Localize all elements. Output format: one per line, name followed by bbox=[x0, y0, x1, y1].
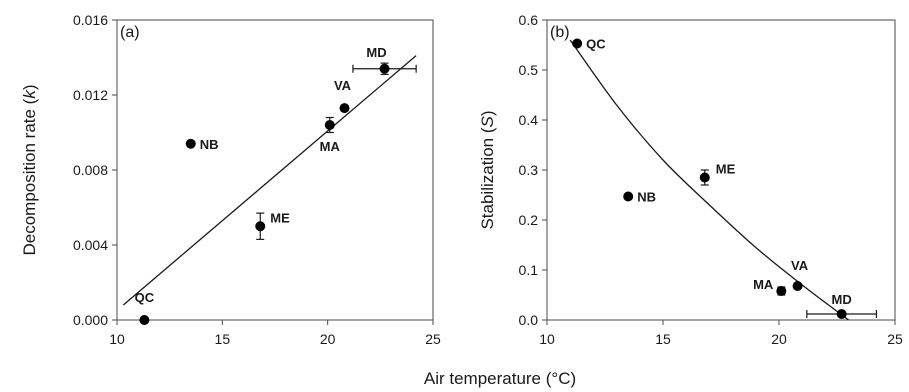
panel-a-x-tick-label: 10 bbox=[109, 331, 125, 347]
panel-b-y-tick-label: 0.0 bbox=[519, 312, 539, 328]
panel-a-x-tick-label: 15 bbox=[215, 331, 231, 347]
panel-b-x-tick-label: 20 bbox=[771, 331, 787, 347]
panel-b-y-tick-label: 0.4 bbox=[519, 112, 539, 128]
panel-b-data-point-va bbox=[793, 281, 803, 291]
panel-a: 10 15 20 25 0.000 0.004 0.008 0.012 0.016 Decompo… bbox=[20, 12, 441, 347]
panel-a-data-point-va bbox=[340, 103, 350, 113]
panel-b-data-point-qc bbox=[572, 39, 582, 49]
panel-b-y-axis-label: Stabilization (S) bbox=[478, 110, 497, 229]
panel-a-point-label-ma: MA bbox=[320, 139, 341, 154]
panel-b-y-tick-label: 0.6 bbox=[519, 12, 539, 28]
panel-a-data-point-me bbox=[255, 221, 265, 231]
panel-b-point-label-me: ME bbox=[716, 162, 736, 177]
panel-b-y-tick-label: 0.5 bbox=[519, 62, 539, 78]
panel-b-point-label-md: MD bbox=[832, 292, 852, 307]
panel-b-trendline bbox=[570, 40, 848, 320]
panel-a-x-tick-label: 20 bbox=[320, 331, 336, 347]
panel-b-data-point-nb bbox=[623, 192, 633, 202]
panel-a-y-axis-label: Decomposition rate (k) bbox=[20, 84, 39, 255]
panel-a-point-label-me: ME bbox=[270, 210, 290, 225]
panel-a-data-point-qc bbox=[139, 315, 149, 325]
panel-b-x-tick-label: 15 bbox=[655, 331, 671, 347]
panel-a-y-tick-label: 0.016 bbox=[73, 12, 108, 28]
panel-a-point-label-md: MD bbox=[366, 45, 386, 60]
panel-a-point-label-va: VA bbox=[334, 78, 352, 93]
panel-b-data-point-me bbox=[700, 173, 710, 183]
panel-b-point-label-nb: NB bbox=[637, 190, 656, 205]
panel-a-data-point-ma bbox=[325, 120, 335, 130]
panel-a-data-point-nb bbox=[186, 139, 196, 149]
panel-a-point-label-nb: NB bbox=[200, 137, 219, 152]
panel-b-panel-label: (b) bbox=[550, 24, 570, 41]
panel-a-y-tick-label: 0.000 bbox=[73, 312, 108, 328]
panel-b-data-point-md bbox=[837, 309, 847, 319]
panel-a-y-tick-label: 0.004 bbox=[73, 237, 108, 253]
panel-a-data-point-md bbox=[380, 64, 390, 74]
panel-b-y-tick-label: 0.3 bbox=[519, 162, 539, 178]
panel-a-y-tick-label: 0.008 bbox=[73, 162, 108, 178]
panel-b-x-tick-label: 25 bbox=[887, 331, 903, 347]
panel-b-point-label-qc: QC bbox=[586, 37, 606, 52]
panel-a-y-tick-label: 0.012 bbox=[73, 87, 108, 103]
shared-x-axis-label: Air temperature (°C) bbox=[424, 369, 576, 388]
panel-b: 10 15 20 25 0.0 0.1 0.2 0.3 0.4 0.5 0.6 Stabilizati… bbox=[478, 12, 903, 347]
panel-b-y-tick-label: 0.2 bbox=[519, 212, 539, 228]
panel-b-data-point-ma bbox=[776, 286, 786, 296]
panel-a-panel-label: (a) bbox=[120, 24, 140, 41]
panel-b-point-label-va: VA bbox=[791, 258, 809, 273]
panel-a-point-label-qc: QC bbox=[135, 290, 155, 305]
panel-b-y-tick-label: 0.1 bbox=[519, 262, 539, 278]
panel-b-x-tick-label: 10 bbox=[539, 331, 555, 347]
panel-a-x-tick-label: 25 bbox=[425, 331, 441, 347]
panel-a-trendline bbox=[123, 56, 416, 305]
panel-b-point-label-ma: MA bbox=[753, 277, 774, 292]
